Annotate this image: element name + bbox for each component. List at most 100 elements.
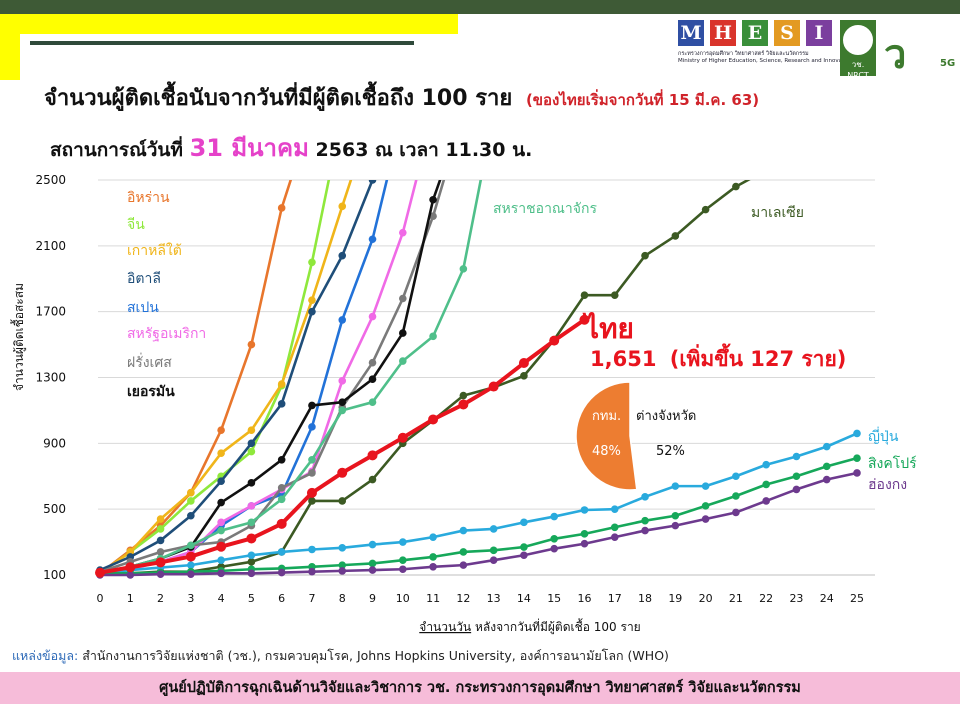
series-label: สเปน xyxy=(127,300,159,316)
data-point xyxy=(306,487,317,498)
series-label: สหราชอาณาจักร xyxy=(493,201,597,217)
data-point xyxy=(429,562,437,571)
x-axis-label-underlined: จำนวนวัน xyxy=(419,620,471,634)
data-point xyxy=(459,548,468,556)
data-point xyxy=(399,329,407,337)
data-point xyxy=(520,543,528,551)
x-axis-label: จำนวนวัน หลังจากวันที่มีผู้ติดเชื้อ 100 … xyxy=(419,618,640,635)
data-point xyxy=(368,358,377,367)
series-label: อิตาลี xyxy=(127,271,161,287)
mhesi-caption: กระทรวงการอุดมศึกษา วิทยาศาสตร์ วิจัยและ… xyxy=(678,51,853,65)
data-point xyxy=(671,232,680,240)
data-point xyxy=(217,449,225,458)
chart-series-labels: อิหร่านจีนเกาหลีใต้อิตาลีสเปนสหรัฐอเมริก… xyxy=(127,190,917,493)
mhesi-caption-th: กระทรวงการอุดมศึกษา วิทยาศาสตร์ วิจัยและ… xyxy=(678,51,809,57)
data-point xyxy=(156,536,165,545)
data-point xyxy=(277,400,286,408)
nrct-seal-icon xyxy=(843,25,873,55)
data-point xyxy=(247,551,256,560)
data-point xyxy=(308,423,316,431)
data-point xyxy=(459,526,468,535)
series-path xyxy=(100,456,858,575)
data-point xyxy=(368,559,377,568)
data-source: แหล่งข้อมูล: สำนักงานการวิจัยแห่งชาติ (ว… xyxy=(12,646,669,666)
data-point xyxy=(368,375,377,383)
thailand-count: 1,651 xyxy=(590,347,656,371)
data-point xyxy=(277,568,286,577)
x-tick-label: 10 xyxy=(396,592,410,605)
data-point xyxy=(368,540,377,549)
data-point xyxy=(762,497,770,505)
series-label: จีน xyxy=(127,217,145,233)
y-tick-label: 2100 xyxy=(35,239,66,253)
data-point xyxy=(217,498,225,507)
data-point xyxy=(187,497,195,505)
data-point xyxy=(853,429,861,438)
x-tick-label: 21 xyxy=(729,592,743,605)
data-point xyxy=(822,475,831,484)
footer-banner: ศูนย์ปฏิบัติการฉุกเฉินด้านวิจัยและวิชากา… xyxy=(0,672,960,704)
thailand-increase: (เพิ่มขึ้น 127 ราย) xyxy=(670,343,847,371)
series-label: ฝรั่งเศส xyxy=(127,353,172,371)
page-subtitle: สถานการณ์วันที่ 31 มีนาคม 2563 ณ เวลา 11… xyxy=(50,128,532,167)
data-point xyxy=(520,551,528,560)
data-point xyxy=(247,439,256,448)
data-point xyxy=(308,258,316,267)
data-point xyxy=(488,381,499,392)
data-point xyxy=(125,562,136,573)
series-path xyxy=(99,180,483,575)
data-point xyxy=(247,502,256,510)
x-tick-label: 25 xyxy=(850,592,864,605)
data-point xyxy=(580,506,589,514)
data-point xyxy=(308,469,316,477)
data-point xyxy=(429,195,437,204)
data-point xyxy=(338,544,347,552)
series-label: สหรัฐอเมริกา xyxy=(127,326,206,342)
data-point xyxy=(732,182,740,191)
data-point xyxy=(641,493,649,501)
data-point xyxy=(459,391,468,400)
subtitle-prefix: สถานการณ์วันที่ xyxy=(50,139,183,161)
data-point xyxy=(276,518,287,529)
data-point xyxy=(338,406,347,415)
series-line xyxy=(96,180,353,578)
subtitle-date: 31 มีนาคม xyxy=(189,134,309,162)
series-line xyxy=(96,180,377,574)
data-point xyxy=(458,399,469,410)
page-title-note: (ของไทยเริ่มจากวันที่ 15 มี.ค. 63) xyxy=(525,91,760,109)
series-thailand xyxy=(95,314,590,578)
data-point xyxy=(641,251,649,260)
mhesi-letter: M xyxy=(678,20,704,46)
data-point xyxy=(338,202,347,211)
data-point xyxy=(641,516,649,525)
data-point xyxy=(641,526,649,535)
data-point xyxy=(338,567,347,575)
x-tick-label: 20 xyxy=(699,592,713,605)
data-point xyxy=(399,565,407,574)
y-tick-label: 100 xyxy=(43,568,66,582)
data-point xyxy=(216,541,227,552)
nrct-label: วช. NRCT xyxy=(847,60,869,80)
data-point xyxy=(429,212,437,221)
data-point xyxy=(399,294,407,303)
x-tick-label: 23 xyxy=(789,592,803,605)
series-path xyxy=(100,471,858,577)
data-point xyxy=(126,571,135,579)
data-point xyxy=(550,544,558,553)
y-axis: 100 500 900 1300 1700 2100 2500 xyxy=(35,173,66,582)
data-point xyxy=(520,518,528,527)
series-path xyxy=(99,432,858,576)
series-line xyxy=(96,180,446,576)
data-point xyxy=(792,452,801,461)
x-tick-label: 19 xyxy=(668,592,682,605)
province-pie-chart: กทม. 48% ต่างจังหวัด 52% xyxy=(575,381,696,491)
x-tick-label: 9 xyxy=(369,592,376,605)
page-title-text: จำนวนผู้ติดเชื้อนับจากวันที่มีผู้ติดเชื้… xyxy=(44,86,513,111)
data-point xyxy=(792,485,801,494)
series-line xyxy=(96,469,861,579)
yellow-accent-side xyxy=(0,14,20,80)
series-line xyxy=(96,180,442,578)
x-tick-label: 5 xyxy=(248,592,255,605)
data-point xyxy=(156,515,165,523)
data-point xyxy=(338,497,347,505)
